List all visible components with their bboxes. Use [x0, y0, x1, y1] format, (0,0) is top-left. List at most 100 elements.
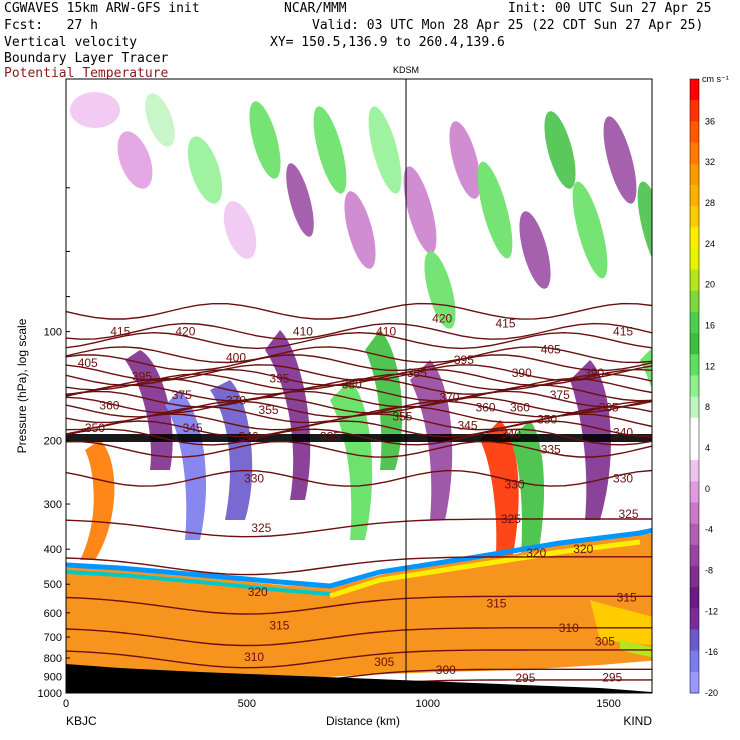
colorbar-label: -4 — [705, 525, 713, 535]
y-tick-label: 800 — [44, 653, 62, 665]
colorbar-swatch — [690, 206, 699, 228]
y-tick-label: 700 — [44, 632, 62, 644]
x-tick-label: 1000 — [415, 698, 439, 710]
theta-label: 405 — [541, 342, 561, 356]
theta-label: 380 — [342, 377, 362, 391]
colorbar-label: 12 — [705, 361, 715, 371]
theta-label: 320 — [526, 546, 546, 560]
theta-label: 345 — [183, 421, 203, 435]
y-axis-label: Pressure (hPa), log scale — [15, 318, 29, 453]
theta-label: 340 — [239, 429, 259, 443]
theta-label: 330 — [505, 478, 525, 492]
y-tick-label: 500 — [44, 579, 62, 591]
theta-contour — [66, 649, 652, 669]
theta-label: 415 — [110, 325, 130, 339]
colorbar-label: 16 — [705, 321, 715, 331]
theta-label: 325 — [618, 507, 638, 521]
center-label: NCAR/MMM — [284, 1, 347, 16]
theta-label: 395 — [132, 369, 152, 383]
colorbar-swatch — [690, 608, 699, 630]
x-axis: 0 500 1000 1500 — [63, 689, 621, 710]
colorbar-swatch — [690, 290, 699, 313]
theta-label: 300 — [436, 663, 456, 677]
theta-contour — [66, 377, 652, 395]
theta-label: 295 — [515, 671, 535, 685]
x-axis-label: Distance (km) — [326, 714, 400, 728]
theta-label: 420 — [175, 325, 195, 339]
field-label-bl-tracer: Boundary Layer Tracer — [4, 51, 169, 66]
colorbar-swatch — [690, 248, 699, 271]
theta-label: 295 — [602, 670, 622, 684]
theta-contour — [66, 469, 652, 487]
station-marker-label-kdsm: KDSM — [393, 65, 419, 75]
forecast-hour: Fcst: 27 h — [4, 18, 98, 33]
plot-frame — [65, 78, 653, 694]
theta-label: 320 — [573, 542, 593, 556]
theta-label: 370 — [439, 390, 459, 404]
theta-label: 355 — [259, 403, 279, 417]
theta-contour — [66, 428, 652, 446]
theta-label: 370 — [226, 393, 246, 407]
theta-label: 325 — [501, 512, 521, 526]
theta-label: 375 — [172, 388, 192, 402]
y-tick-label: 600 — [44, 608, 62, 620]
x-tick-label: 0 — [63, 698, 69, 710]
theta-label: 340 — [613, 425, 633, 439]
theta-label: 335 — [541, 443, 561, 457]
field-label-vertical-velocity: Vertical velocity — [4, 35, 138, 50]
colorbar-swatch — [690, 438, 699, 461]
y-axis: 100 200 300 400 500 600 700 800 900 1000 — [38, 78, 70, 700]
theta-label: 315 — [269, 618, 289, 632]
terrain-surface — [66, 664, 652, 693]
colorbar-label: -16 — [705, 647, 718, 657]
colorbar-swatch — [690, 417, 699, 440]
colorbar-swatch — [690, 333, 699, 355]
theta-label: 410 — [376, 325, 396, 339]
colorbar-swatch — [690, 587, 699, 609]
colorbar-swatch — [690, 142, 699, 165]
colorbar-label: 20 — [705, 280, 715, 290]
colorbar-swatch — [690, 502, 699, 525]
init-time: Init: 00 UTC Sun 27 Apr 25 — [508, 1, 712, 16]
theta-contour — [66, 440, 652, 458]
theta-contour — [66, 322, 652, 340]
colorbar-label: -8 — [705, 566, 713, 576]
theta-label: 390 — [584, 366, 604, 380]
theta-label: 365 — [599, 400, 619, 414]
theta-label: 385 — [407, 366, 427, 380]
colorbar-swatch — [690, 354, 699, 376]
theta-label: 325 — [251, 521, 271, 535]
colorbar-swatch — [690, 121, 699, 144]
theta-label: 355 — [392, 410, 412, 424]
colorbar-label: 8 — [705, 402, 710, 412]
theta-contour — [66, 384, 652, 402]
colorbar-label: 36 — [705, 116, 715, 126]
right-station-label: KIND — [623, 714, 652, 728]
theta-contour — [66, 413, 652, 431]
theta-contour — [66, 346, 652, 364]
theta-label: 360 — [510, 400, 530, 414]
theta-label: 335 — [320, 429, 340, 443]
theta-contour — [66, 354, 652, 372]
colorbar-swatch — [690, 163, 699, 186]
theta-label: 350 — [85, 421, 105, 435]
theta-label: 375 — [550, 388, 570, 402]
y-tick-label: 900 — [44, 671, 62, 683]
theta-label: 320 — [248, 585, 268, 599]
theta-contour — [66, 373, 652, 391]
colorbar-swatch — [690, 629, 699, 652]
theta-label: 420 — [432, 312, 452, 326]
colorbar-swatch — [690, 184, 699, 207]
colorbar-swatch — [690, 460, 699, 482]
colorbar-label: -12 — [705, 606, 718, 616]
theta-label: 310 — [244, 650, 264, 664]
field-label-potential-temperature: Potential Temperature — [4, 66, 169, 81]
colorbar-swatch — [690, 671, 699, 694]
colorbar-swatch — [690, 269, 699, 292]
colorbar-label: 4 — [705, 443, 710, 453]
theta-label: 390 — [512, 366, 532, 380]
theta-label: 395 — [454, 353, 474, 367]
theta-label: 350 — [537, 412, 557, 426]
y-tick-label: 200 — [44, 435, 62, 447]
